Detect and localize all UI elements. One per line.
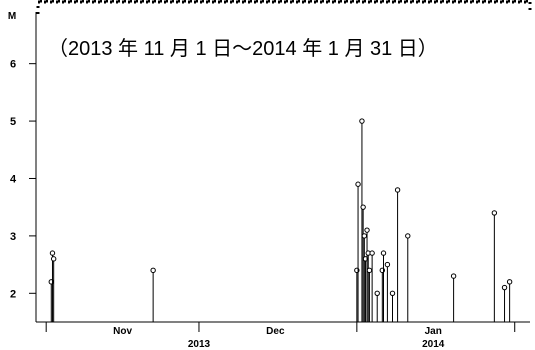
chart-title: （2013 年 11 月 1 日～2014 年 1 月 31 日） bbox=[48, 37, 438, 60]
event-marker bbox=[491, 210, 498, 216]
event-marker bbox=[450, 273, 457, 279]
x-ticks bbox=[45, 322, 516, 332]
event-marker bbox=[360, 204, 366, 210]
y-tick-label: 5 bbox=[10, 116, 16, 128]
x-month-label: Jan bbox=[425, 326, 442, 337]
x-labels: Nov Dec Jan 2013 2014 bbox=[113, 326, 445, 350]
event-marker bbox=[374, 290, 380, 296]
y-ticks: 2 3 4 5 6 bbox=[10, 59, 36, 300]
event-marker bbox=[150, 267, 156, 274]
x-year-label: 2014 bbox=[422, 339, 445, 350]
event-marker bbox=[366, 267, 373, 274]
event-marker bbox=[364, 227, 370, 233]
x-month-label: Nov bbox=[113, 326, 132, 337]
x-year-label: 2013 bbox=[188, 339, 211, 350]
y-axis-label: M bbox=[8, 11, 16, 22]
earthquake-stems bbox=[48, 118, 513, 322]
y-tick-label: 4 bbox=[10, 173, 17, 185]
title-frame bbox=[36, 0, 532, 14]
event-marker bbox=[49, 250, 56, 256]
y-tick-label: 6 bbox=[10, 59, 16, 71]
event-marker bbox=[355, 181, 361, 187]
y-tick-label: 3 bbox=[10, 231, 16, 243]
event-marker bbox=[501, 284, 508, 291]
y-tick-label: 2 bbox=[10, 288, 16, 300]
event-marker bbox=[359, 118, 365, 124]
event-marker bbox=[380, 250, 387, 256]
event-marker bbox=[361, 233, 368, 239]
event-marker bbox=[369, 250, 375, 256]
event-marker bbox=[506, 279, 513, 285]
event-marker bbox=[405, 233, 411, 239]
event-marker bbox=[394, 187, 401, 193]
event-marker bbox=[389, 290, 396, 296]
x-month-label: Dec bbox=[266, 326, 285, 337]
event-marker bbox=[50, 256, 57, 262]
event-marker bbox=[384, 261, 391, 268]
